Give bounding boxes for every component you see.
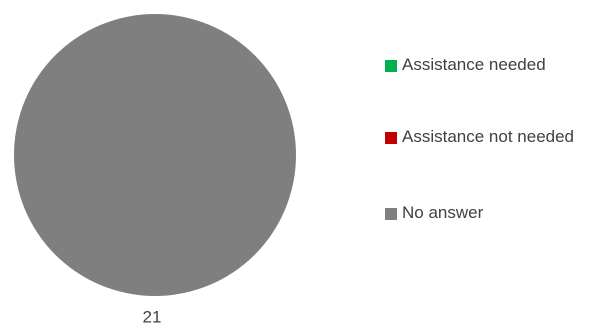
pie-slices <box>14 14 296 296</box>
legend-label: Assistance not needed <box>402 127 575 146</box>
legend-swatch-assistance-needed <box>385 60 397 72</box>
legend-label: Assistance needed <box>402 55 546 74</box>
legend-label: No answer <box>402 203 484 222</box>
legend-item-assistance-not-needed: Assistance not needed <box>385 124 582 150</box>
legend-swatch-assistance-not-needed <box>385 132 397 144</box>
legend-item-assistance-needed: Assistance needed <box>385 52 582 78</box>
pie-data-labels: 21 <box>143 307 162 326</box>
legend-swatch-no-answer <box>385 208 397 220</box>
legend-item-no-answer: No answer <box>385 200 582 226</box>
pie-data-label: 21 <box>143 307 162 326</box>
pie-slice-no-answer <box>14 14 296 296</box>
